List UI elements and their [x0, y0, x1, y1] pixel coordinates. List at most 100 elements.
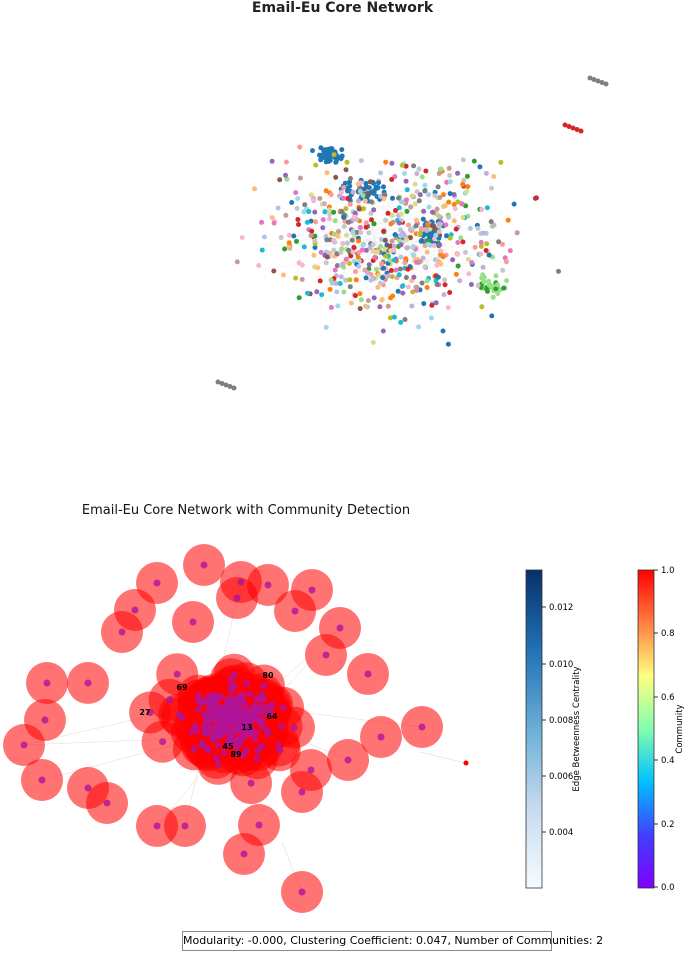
community-node-core — [214, 741, 222, 749]
network-node — [402, 260, 408, 266]
network-node — [369, 199, 375, 205]
colorbar-tick-label: 0.004 — [549, 828, 573, 838]
community-node-core — [146, 709, 154, 716]
network-node — [444, 233, 449, 239]
community-node-core — [322, 651, 330, 659]
network-node — [435, 184, 441, 190]
network-node — [490, 294, 496, 300]
community-node-core — [268, 701, 276, 709]
community-node-core — [298, 888, 306, 896]
network-node — [491, 174, 497, 179]
colorbar-gradient — [525, 569, 543, 889]
network-node — [335, 303, 341, 309]
network-node — [337, 281, 343, 286]
community-node-core — [218, 712, 226, 720]
network-node — [318, 157, 324, 163]
network-node — [416, 324, 422, 330]
network-node — [455, 199, 461, 205]
network-node — [436, 229, 442, 235]
network-node — [286, 240, 292, 246]
network-node — [297, 144, 303, 150]
network-edge — [384, 285, 395, 294]
network-node — [252, 186, 257, 192]
network-node — [461, 177, 467, 183]
network-node — [261, 234, 267, 240]
network-node — [332, 218, 338, 224]
network-node — [385, 303, 391, 309]
network-node — [281, 272, 286, 278]
community-node-core — [240, 850, 248, 858]
network-node — [485, 288, 490, 294]
network-node — [398, 242, 404, 248]
network-node — [447, 235, 453, 241]
community-node-core — [173, 670, 181, 678]
network-node — [478, 239, 484, 245]
network-node — [312, 209, 318, 215]
community-node-core — [253, 695, 261, 703]
community-node-core — [201, 711, 209, 719]
network-node — [424, 285, 430, 290]
network-node — [556, 268, 561, 274]
community-node-core — [181, 822, 189, 830]
network-node — [356, 206, 362, 212]
network-node — [450, 257, 456, 263]
network-node — [346, 247, 351, 253]
network-node — [484, 241, 490, 247]
network-node — [410, 289, 416, 295]
network-node — [417, 231, 423, 237]
community-node-core — [201, 729, 209, 737]
community-node-core — [43, 679, 51, 687]
community-node-core — [258, 742, 266, 750]
network-node — [324, 147, 330, 153]
network-node — [338, 274, 344, 280]
network-edge — [314, 283, 379, 323]
network-node — [471, 158, 477, 164]
network-node — [357, 225, 363, 230]
network-node — [416, 166, 422, 172]
network-node — [289, 200, 295, 205]
bottom-chart-title: Email-Eu Core Network with Community Det… — [81, 503, 411, 518]
network-node — [311, 252, 317, 258]
network-node — [447, 173, 453, 178]
network-node — [338, 249, 344, 255]
network-node — [424, 249, 430, 255]
network-node — [363, 224, 369, 230]
network-node — [451, 218, 457, 224]
colorbar-tick-label: 0.010 — [549, 660, 573, 670]
network-node — [591, 77, 597, 82]
email-network-plot — [215, 75, 609, 391]
network-node — [358, 230, 364, 236]
network-node — [392, 232, 398, 238]
network-node — [570, 125, 576, 131]
network-node — [314, 289, 320, 295]
community-node-core — [84, 784, 92, 792]
community-node-core — [200, 561, 208, 569]
community-node-core — [377, 733, 385, 741]
community-node-core — [178, 714, 186, 721]
community-node-core — [211, 712, 219, 720]
network-node — [333, 280, 339, 286]
network-node — [428, 315, 434, 321]
network-node — [435, 274, 441, 280]
network-node — [409, 303, 415, 309]
network-node — [356, 238, 362, 244]
community-node-core — [38, 776, 46, 784]
network-node — [215, 379, 221, 385]
network-node — [379, 297, 385, 303]
network-node — [410, 244, 416, 250]
network-node — [363, 275, 369, 281]
network-node — [434, 262, 440, 268]
hub-label: 69 — [176, 683, 188, 692]
network-node — [223, 382, 229, 388]
community-node-core — [298, 788, 306, 796]
hub-label: 27 — [139, 708, 150, 717]
network-node — [332, 267, 338, 273]
network-node — [294, 205, 300, 211]
network-node — [436, 258, 442, 264]
network-node — [436, 213, 442, 219]
network-node — [493, 286, 499, 292]
network-node — [388, 268, 394, 273]
network-node — [458, 235, 464, 241]
network-node — [350, 249, 356, 255]
network-edge — [342, 235, 382, 273]
